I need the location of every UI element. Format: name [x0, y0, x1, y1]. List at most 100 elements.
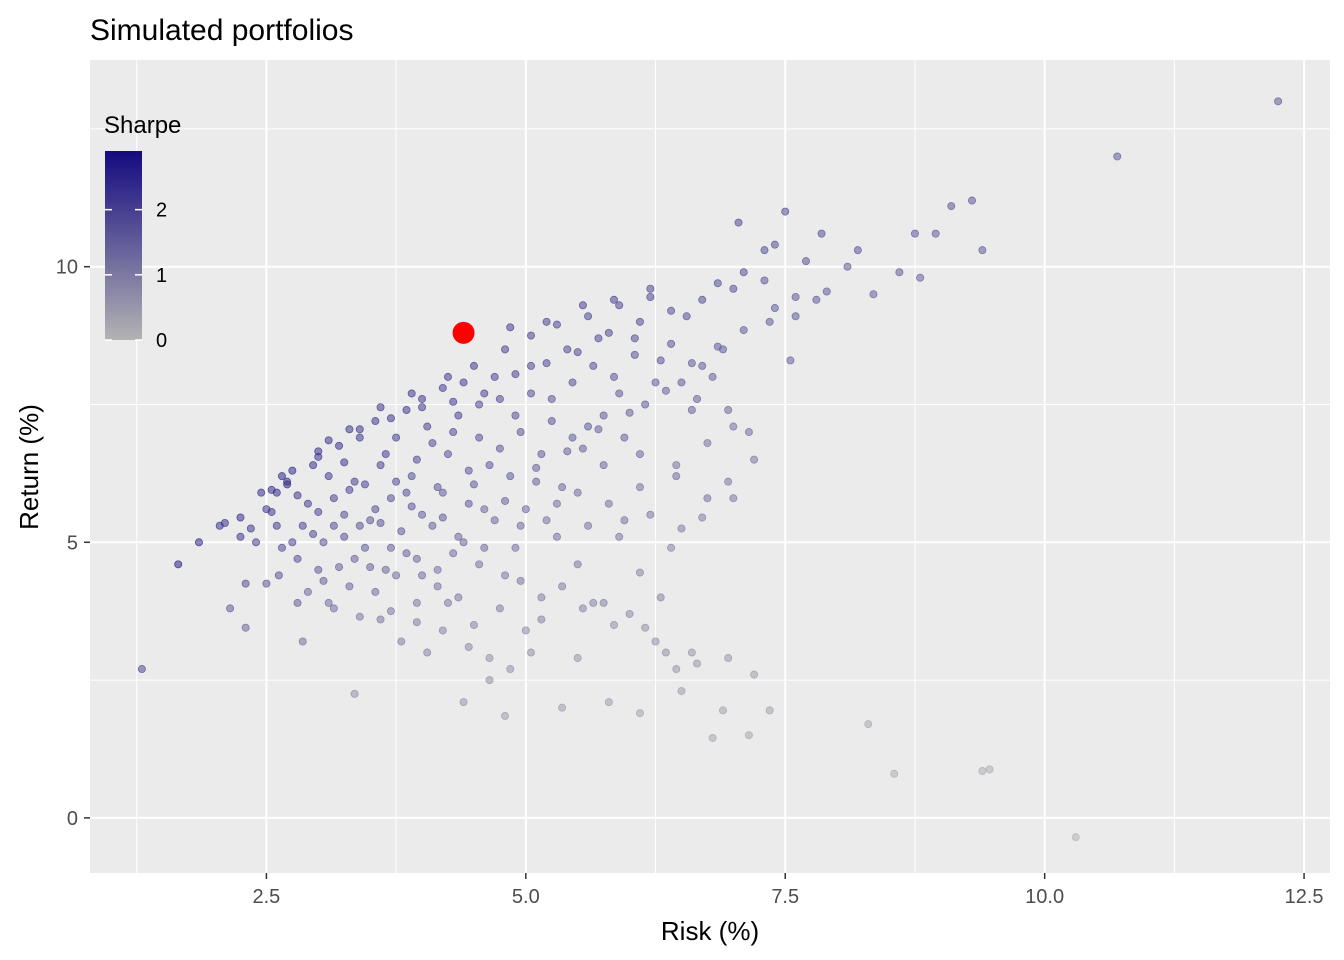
data-point [501, 345, 510, 354]
data-point [573, 560, 582, 569]
data-point [324, 472, 333, 481]
data-point [397, 637, 406, 646]
data-point [262, 579, 271, 588]
data-point [475, 560, 484, 569]
data-point [604, 328, 613, 337]
data-point [739, 268, 748, 277]
x-tick-label: 10.0 [1025, 886, 1064, 908]
legend: Sharpe 0 1 2 [104, 112, 181, 352]
data-point [485, 461, 494, 470]
data-point [724, 477, 733, 486]
data-point [407, 502, 416, 511]
data-point [194, 538, 203, 547]
data-point [558, 703, 567, 712]
data-point [386, 414, 395, 423]
data-point [563, 447, 572, 456]
data-point [1071, 833, 1080, 842]
data-point [584, 521, 593, 530]
data-point [236, 513, 245, 522]
data-point [501, 711, 510, 720]
data-point [708, 733, 717, 742]
data-point [537, 450, 546, 459]
data-point [329, 521, 338, 530]
data-point [682, 312, 691, 321]
data-point [277, 472, 286, 481]
data-point [646, 510, 655, 519]
data-point [412, 455, 421, 464]
data-point [433, 483, 442, 492]
data-point [376, 461, 385, 470]
data-point [246, 524, 255, 533]
x-tick-label: 2.5 [252, 886, 280, 908]
data-point [272, 521, 281, 530]
data-point [1274, 97, 1283, 106]
data-point [552, 499, 561, 508]
data-point [594, 334, 603, 343]
data-point [418, 403, 427, 412]
data-point [443, 450, 452, 459]
data-point [791, 293, 800, 302]
data-point [527, 361, 536, 370]
data-point [610, 620, 619, 629]
data-point [604, 499, 613, 508]
data-point [174, 560, 183, 569]
data-point [277, 543, 286, 552]
data-point [610, 295, 619, 304]
y-axis-title: Return (%) [14, 404, 44, 530]
data-point [464, 643, 473, 652]
data-point [407, 389, 416, 398]
data-point [729, 284, 738, 293]
data-point [469, 620, 478, 629]
data-point [360, 543, 369, 552]
data-point [947, 202, 956, 211]
data-point [527, 389, 536, 398]
data-point [516, 521, 525, 530]
data-point [542, 317, 551, 326]
data-point [698, 513, 707, 522]
data-point [355, 521, 364, 530]
data-point [537, 615, 546, 624]
data-point [656, 593, 665, 602]
data-point [791, 312, 800, 321]
data-point [547, 417, 556, 426]
legend-tick-label: 2 [156, 200, 167, 222]
data-point [677, 524, 686, 533]
data-point [547, 394, 556, 403]
data-point [506, 665, 515, 674]
data-point [226, 604, 235, 613]
data-point [376, 403, 385, 412]
data-point [594, 425, 603, 434]
data-point [314, 507, 323, 516]
data-point [667, 543, 676, 552]
data-point [480, 543, 489, 552]
x-axis-title: Risk (%) [661, 916, 759, 946]
data-point [552, 532, 561, 541]
x-tick-label: 5.0 [512, 886, 540, 908]
data-point [371, 587, 380, 596]
data-point [309, 530, 318, 539]
data-point [485, 654, 494, 663]
data-point [454, 532, 463, 541]
data-point [386, 543, 395, 552]
data-point [910, 229, 919, 238]
data-point [319, 576, 328, 585]
data-point [656, 356, 665, 365]
data-point [454, 593, 463, 602]
data-point [475, 433, 484, 442]
data-point [433, 582, 442, 591]
data-point [672, 665, 681, 674]
chart-title: Simulated portfolios [90, 14, 353, 47]
data-point [350, 554, 359, 563]
data-point [392, 571, 401, 580]
data-point [822, 287, 831, 296]
data-point [443, 598, 452, 607]
data-point [314, 447, 323, 456]
data-point [464, 466, 473, 475]
data-point [693, 659, 702, 668]
data-points [137, 97, 1283, 842]
data-point [760, 276, 769, 285]
data-point [677, 687, 686, 696]
data-point [241, 579, 250, 588]
data-point [724, 654, 733, 663]
data-point [890, 769, 899, 778]
